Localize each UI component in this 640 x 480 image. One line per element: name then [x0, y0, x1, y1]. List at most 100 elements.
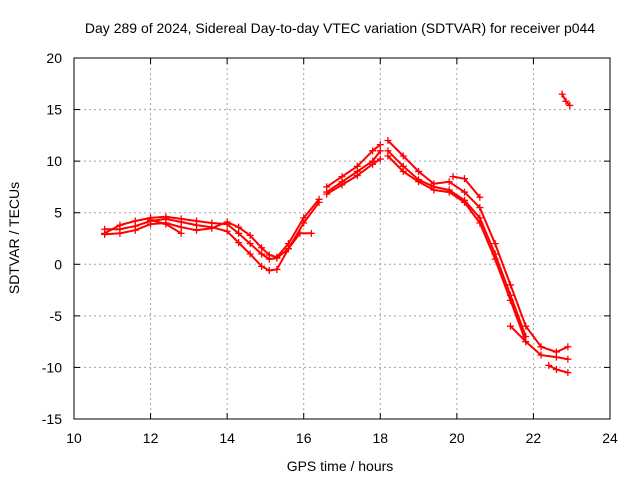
- x-tick-labels: 10 12 14 16 18 20 22 24: [66, 430, 618, 446]
- data-point: [369, 160, 377, 168]
- data-point: [338, 173, 346, 181]
- data-point: [545, 361, 553, 369]
- data-point: [258, 244, 266, 252]
- series-track-11: [449, 173, 484, 201]
- data-point: [223, 218, 231, 226]
- data-point: [564, 355, 572, 363]
- data-point: [235, 229, 243, 237]
- y-tick-label: -5: [50, 308, 63, 324]
- data-point: [265, 266, 273, 274]
- data-point: [376, 155, 384, 163]
- data-point: [564, 343, 572, 351]
- series-track-13: [545, 361, 572, 377]
- data-point: [461, 175, 469, 183]
- data-point: [273, 253, 281, 261]
- data-point: [353, 162, 361, 170]
- x-tick-label: 16: [296, 430, 312, 446]
- x-tick-label: 10: [66, 430, 82, 446]
- y-tick-label: 15: [46, 102, 62, 118]
- data-point: [246, 240, 254, 248]
- series-track-8: [384, 137, 572, 356]
- data-point: [461, 188, 469, 196]
- data-point: [265, 251, 273, 259]
- y-tick-label: 0: [54, 256, 62, 272]
- data-point: [399, 167, 407, 175]
- plot-frame: [73, 57, 611, 420]
- data-point: [223, 227, 231, 235]
- x-tick-label: 18: [372, 430, 388, 446]
- y-tick-label: -10: [42, 359, 62, 375]
- data-point: [558, 90, 566, 98]
- series-line: [386, 155, 527, 343]
- y-axis-title: SDTVAR / TECUs: [6, 182, 22, 294]
- data-point: [552, 365, 560, 373]
- data-point: [506, 322, 514, 330]
- data-point: [300, 214, 308, 222]
- data-point: [376, 141, 384, 149]
- data-point: [430, 186, 438, 194]
- x-tick-label: 20: [449, 430, 465, 446]
- data-point: [552, 353, 560, 361]
- series-track-4: [147, 216, 185, 237]
- y-tick-label: 20: [46, 50, 62, 66]
- data-point: [564, 369, 572, 377]
- data-point: [147, 216, 155, 224]
- chart-title: Day 289 of 2024, Sidereal Day-to-day VTE…: [85, 20, 595, 36]
- data-point: [193, 226, 201, 234]
- series-track-6: [323, 141, 384, 191]
- data-point: [476, 193, 484, 201]
- data-point: [307, 229, 315, 237]
- data-point: [562, 97, 570, 105]
- grid: [74, 58, 610, 419]
- data-point: [235, 239, 243, 247]
- data-series: [101, 90, 574, 377]
- data-point: [208, 224, 216, 232]
- data-point: [476, 204, 484, 212]
- series-track-14: [558, 90, 574, 109]
- y-tick-label: 10: [46, 153, 62, 169]
- data-point: [284, 240, 292, 248]
- data-point: [566, 101, 574, 109]
- data-point: [338, 181, 346, 189]
- data-point: [273, 265, 281, 273]
- series-track-12: [506, 322, 572, 363]
- data-point: [258, 262, 266, 270]
- x-axis-title: GPS time / hours: [287, 458, 394, 474]
- data-point: [246, 231, 254, 239]
- data-point: [461, 198, 469, 206]
- data-point: [353, 172, 361, 180]
- y-tick-label: 5: [54, 205, 62, 221]
- data-point: [399, 152, 407, 160]
- data-point: [449, 173, 457, 181]
- data-point: [476, 219, 484, 227]
- data-point: [415, 178, 423, 186]
- data-point: [369, 147, 377, 155]
- data-point: [131, 226, 139, 234]
- data-point: [537, 351, 545, 359]
- data-point: [384, 137, 392, 145]
- x-tick-label: 22: [526, 430, 542, 446]
- data-point: [323, 190, 331, 198]
- y-tick-label: -15: [42, 411, 62, 427]
- data-point: [384, 152, 392, 160]
- data-point: [491, 240, 499, 248]
- data-point: [376, 147, 384, 155]
- data-point: [445, 178, 453, 186]
- data-point: [246, 250, 254, 258]
- data-point: [415, 167, 423, 175]
- data-point: [506, 281, 514, 289]
- x-tick-label: 24: [602, 430, 618, 446]
- data-point: [506, 296, 514, 304]
- x-tick-label: 12: [143, 430, 159, 446]
- data-point: [323, 183, 331, 191]
- y-tick-labels: -15 -10 -5 0 5 10 15 20: [42, 50, 62, 427]
- data-point: [522, 322, 530, 330]
- x-tick-label: 14: [219, 430, 235, 446]
- data-point: [445, 188, 453, 196]
- data-point: [258, 250, 266, 258]
- data-point: [235, 223, 243, 231]
- data-point: [162, 220, 170, 228]
- data-point: [177, 229, 185, 237]
